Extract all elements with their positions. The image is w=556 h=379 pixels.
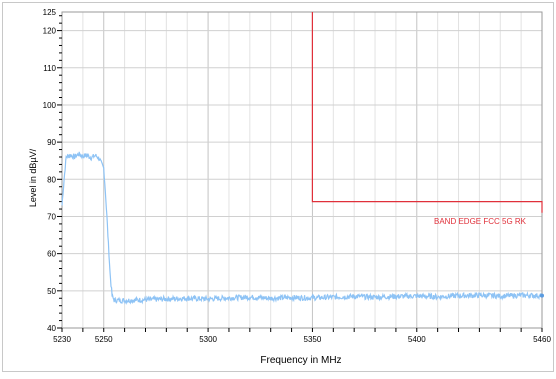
x-tick-label: 5400	[408, 335, 426, 344]
trace-end-marker	[540, 293, 544, 298]
y-tick-label: 80	[47, 175, 56, 184]
y-tick-label: 100	[43, 101, 57, 110]
limit-line-label: BAND EDGE FCC 5G RK	[434, 217, 527, 226]
y-tick-label: 70	[47, 212, 56, 221]
series-layer	[61, 12, 544, 306]
y-tick-label: 60	[47, 250, 56, 259]
y-tick-label: 120	[43, 27, 57, 36]
y-tick-label: 125	[43, 8, 57, 17]
limit-line	[311, 12, 543, 213]
y-tick-label: 50	[47, 287, 56, 296]
y-tick-label: 40	[47, 324, 56, 333]
x-tick-label: 5460	[533, 335, 551, 344]
x-tick-label: 5250	[95, 335, 113, 344]
axis-ticks	[57, 15, 543, 332]
tick-labels: 40 50 60 70 80 90 100 110 120 125 5230 5250 5300 5350…	[43, 8, 552, 344]
measurement-trace	[61, 151, 543, 306]
chart-border	[2, 2, 554, 372]
y-tick-label: 110	[43, 64, 56, 73]
y-tick-label: 90	[47, 138, 56, 147]
plot-frame	[61, 11, 543, 329]
x-tick-label: 5350	[304, 335, 322, 344]
x-tick-label: 5300	[199, 335, 217, 344]
x-axis-label: Frequency in MHz	[260, 355, 341, 366]
x-tick-label: 5230	[53, 335, 71, 344]
y-axis-label: Level in dBµV/	[28, 148, 38, 207]
